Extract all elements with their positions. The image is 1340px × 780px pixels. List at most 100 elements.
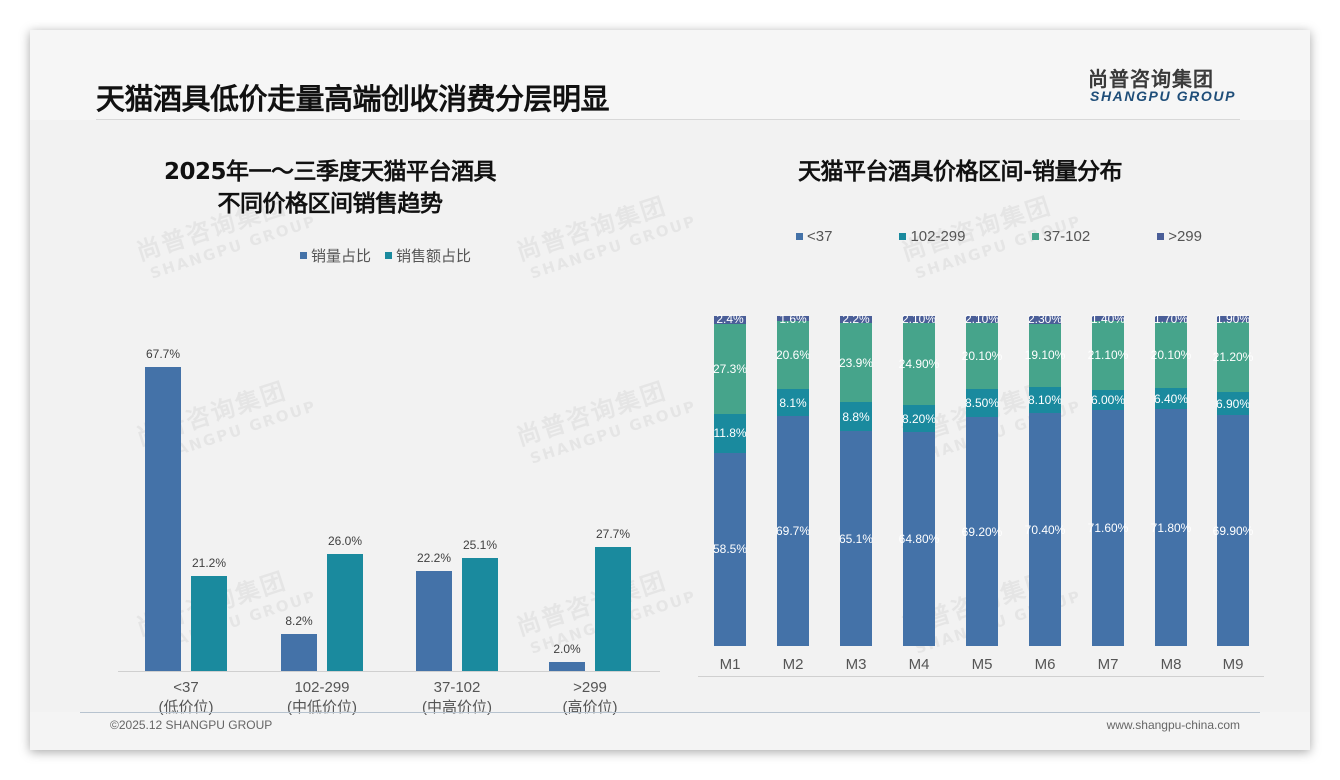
segment-label: 2.10% [964, 312, 1000, 327]
left-chart-legend: 销量占比 销售额占比 [300, 245, 485, 266]
seg-gt299: 1.6% [777, 313, 809, 325]
left-chart-title-line1: 2025年一～三季度天猫平台酒具 [163, 159, 497, 185]
x-axis-month: M6 [1034, 656, 1056, 673]
data-label: 2.0% [553, 642, 581, 657]
legend-item-revenue: 销售额占比 [385, 245, 471, 266]
segment-label: 2.10% [901, 312, 937, 327]
segment-label: 21.20% [1212, 350, 1254, 365]
left-chart-x-axis [118, 671, 660, 672]
data-label: 27.7% [595, 526, 631, 541]
data-label: 25.1% [462, 538, 498, 553]
stacked-bar: 64.80% 8.20% 24.90% 2.10% [899, 312, 939, 646]
seg-lt37: 69.20% [962, 417, 1002, 646]
x-axis-month: M5 [971, 656, 993, 673]
x-axis-month: M9 [1222, 656, 1244, 673]
segment-label: 24.90% [898, 357, 940, 372]
stacked-bar: 71.80% 6.40% 20.10% 1.70% [1151, 312, 1191, 646]
bar-revenue [327, 554, 363, 671]
segment-label: 2.4% [716, 312, 744, 327]
footer-divider [80, 712, 1260, 713]
segment-label: 8.1% [779, 395, 807, 410]
segment-label: 2.2% [842, 312, 870, 327]
seg-37-102: 20.6% [775, 321, 811, 390]
segment-label: 6.40% [1153, 391, 1189, 406]
logo-chinese: 尚普咨询集团 [1088, 67, 1214, 91]
seg-102-299: 6.00% [1091, 390, 1125, 410]
data-label: 67.7% [145, 347, 181, 362]
seg-37-102: 23.9% [839, 323, 873, 403]
seg-37-102: 20.10% [1151, 321, 1191, 388]
seg-lt37: 69.90% [1213, 415, 1253, 646]
legend-item-lt37: <37 [796, 228, 832, 245]
right-chart-title: 天猫平台酒具价格区间-销量分布 [797, 159, 1123, 185]
seg-37-102: 24.90% [899, 322, 939, 406]
right-chart-x-axis [698, 676, 1264, 677]
seg-lt37: 58.5% [712, 452, 748, 646]
seg-37-102: 27.3% [712, 323, 748, 415]
right-chart-legend: <37 102-299 37-102 >299 [796, 228, 1216, 245]
bar-revenue [595, 546, 631, 671]
x-axis-month: M7 [1097, 656, 1119, 673]
bar-revenue [191, 575, 227, 671]
stacked-bar: 69.7% 8.1% 20.6% 1.6% [775, 313, 811, 646]
segment-label: 20.6% [775, 348, 811, 363]
seg-37-102: 21.20% [1213, 322, 1253, 393]
segment-label: 1.6% [779, 312, 807, 327]
data-label: 22.2% [416, 551, 452, 566]
x-axis-month: M4 [908, 656, 930, 673]
seg-gt299: 2.4% [714, 312, 746, 327]
x-axis-category: 102-299 (中低价位) [287, 679, 357, 716]
content-area: 尚普咨询集团 SHANGPU GROUP 尚普咨询集团 SHANGPU GROUP … [30, 120, 1310, 716]
seg-102-299: 8.20% [901, 405, 937, 433]
seg-37-102: 20.10% [962, 322, 1002, 390]
title-divider [96, 119, 1240, 120]
seg-lt37: 65.1% [839, 431, 873, 646]
stacked-bar: 69.90% 6.90% 21.20% 1.90% [1213, 313, 1253, 646]
seg-102-299: 8.10% [1027, 386, 1063, 414]
segment-label: 70.40% [1024, 522, 1066, 537]
seg-gt299: 1.90% [1216, 313, 1250, 325]
stacked-bar: 58.5% 11.8% 27.3% 2.4% [712, 312, 748, 646]
data-label: 21.2% [191, 555, 227, 570]
segment-label: 69.7% [775, 524, 811, 538]
legend-item-volume: 销量占比 [300, 245, 371, 266]
segment-label: 20.10% [961, 349, 1003, 364]
segment-label: 71.60% [1087, 520, 1129, 535]
logo-english: SHANGPU GROUP [1090, 88, 1237, 104]
seg-lt37: 71.80% [1151, 409, 1191, 646]
segment-label: 1.70% [1153, 312, 1189, 327]
legend-item-102-299: 102-299 [899, 228, 966, 245]
left-chart-title-line2: 不同价格区间销售趋势 [217, 191, 444, 217]
x-axis-month: M3 [845, 656, 867, 673]
legend-item-37-102: 37-102 [1032, 228, 1090, 245]
x-axis-month: M2 [782, 656, 804, 673]
segment-label: 20.10% [1150, 347, 1192, 362]
segment-label: 69.90% [1212, 523, 1254, 538]
stacked-bar: 71.60% 6.00% 21.10% 1.40% [1088, 313, 1128, 646]
stacked-bar: 70.40% 8.10% 19.10% 2.30% [1025, 313, 1065, 646]
seg-gt299: 2.10% [964, 312, 1000, 327]
seg-gt299: 2.30% [1028, 313, 1062, 325]
seg-gt299: 1.40% [1091, 313, 1125, 325]
segment-label: 8.10% [1027, 393, 1063, 408]
legend-swatch-icon [1157, 233, 1165, 240]
seg-102-299: 11.8% [713, 414, 747, 453]
x-axis-month: M8 [1160, 656, 1182, 673]
segment-label: 58.5% [712, 542, 748, 557]
legend-swatch-icon [385, 252, 393, 259]
seg-37-102: 19.10% [1025, 323, 1065, 387]
stacked-bar: 65.1% 8.8% 23.9% 2.2% [839, 312, 873, 646]
header-band [30, 30, 1310, 120]
segment-label: 19.10% [1024, 348, 1066, 363]
segment-label: 8.20% [901, 411, 937, 426]
x-axis-category: >299 (高价位) [562, 679, 618, 716]
seg-102-299: 8.50% [965, 389, 999, 418]
segment-label: 8.8% [842, 409, 870, 424]
x-axis-category: 37-102 (中高价位) [422, 679, 492, 716]
data-label: 26.0% [327, 534, 363, 549]
seg-102-299: 8.8% [840, 402, 872, 432]
seg-lt37: 64.80% [899, 432, 939, 646]
segment-label: 27.3% [712, 361, 748, 376]
seg-lt37: 69.7% [775, 416, 811, 646]
